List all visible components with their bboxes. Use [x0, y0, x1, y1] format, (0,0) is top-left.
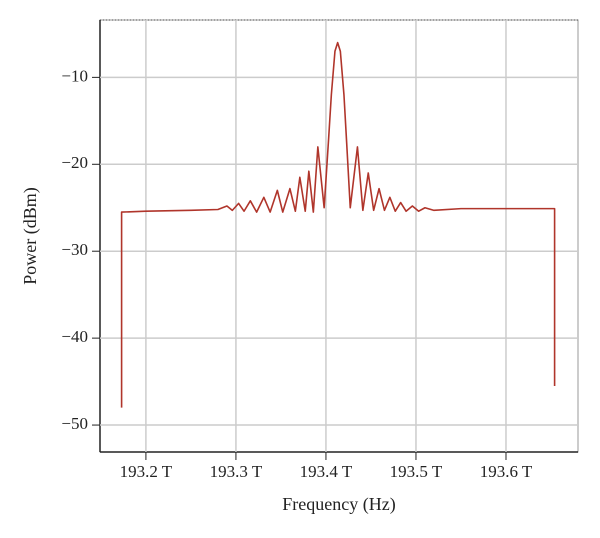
x-axis-title: Frequency (Hz) [282, 494, 395, 515]
y-axis-title: Power (dBm) [20, 187, 41, 285]
x-tick-label: 193.5 T [390, 462, 443, 481]
x-tick-label: 193.4 T [300, 462, 353, 481]
plot-area [99, 19, 579, 453]
y-tick-label: −30 [61, 240, 88, 259]
spectrum-line [120, 41, 556, 408]
y-tick-label: −20 [61, 153, 88, 172]
y-tick-label: −10 [61, 66, 88, 85]
x-tick-label: 193.3 T [210, 462, 263, 481]
y-tick-label: −40 [61, 327, 88, 346]
x-tick-label: 193.6 T [480, 462, 533, 481]
y-tick-label: −50 [61, 414, 88, 433]
x-tick-label: 193.2 T [120, 462, 173, 481]
